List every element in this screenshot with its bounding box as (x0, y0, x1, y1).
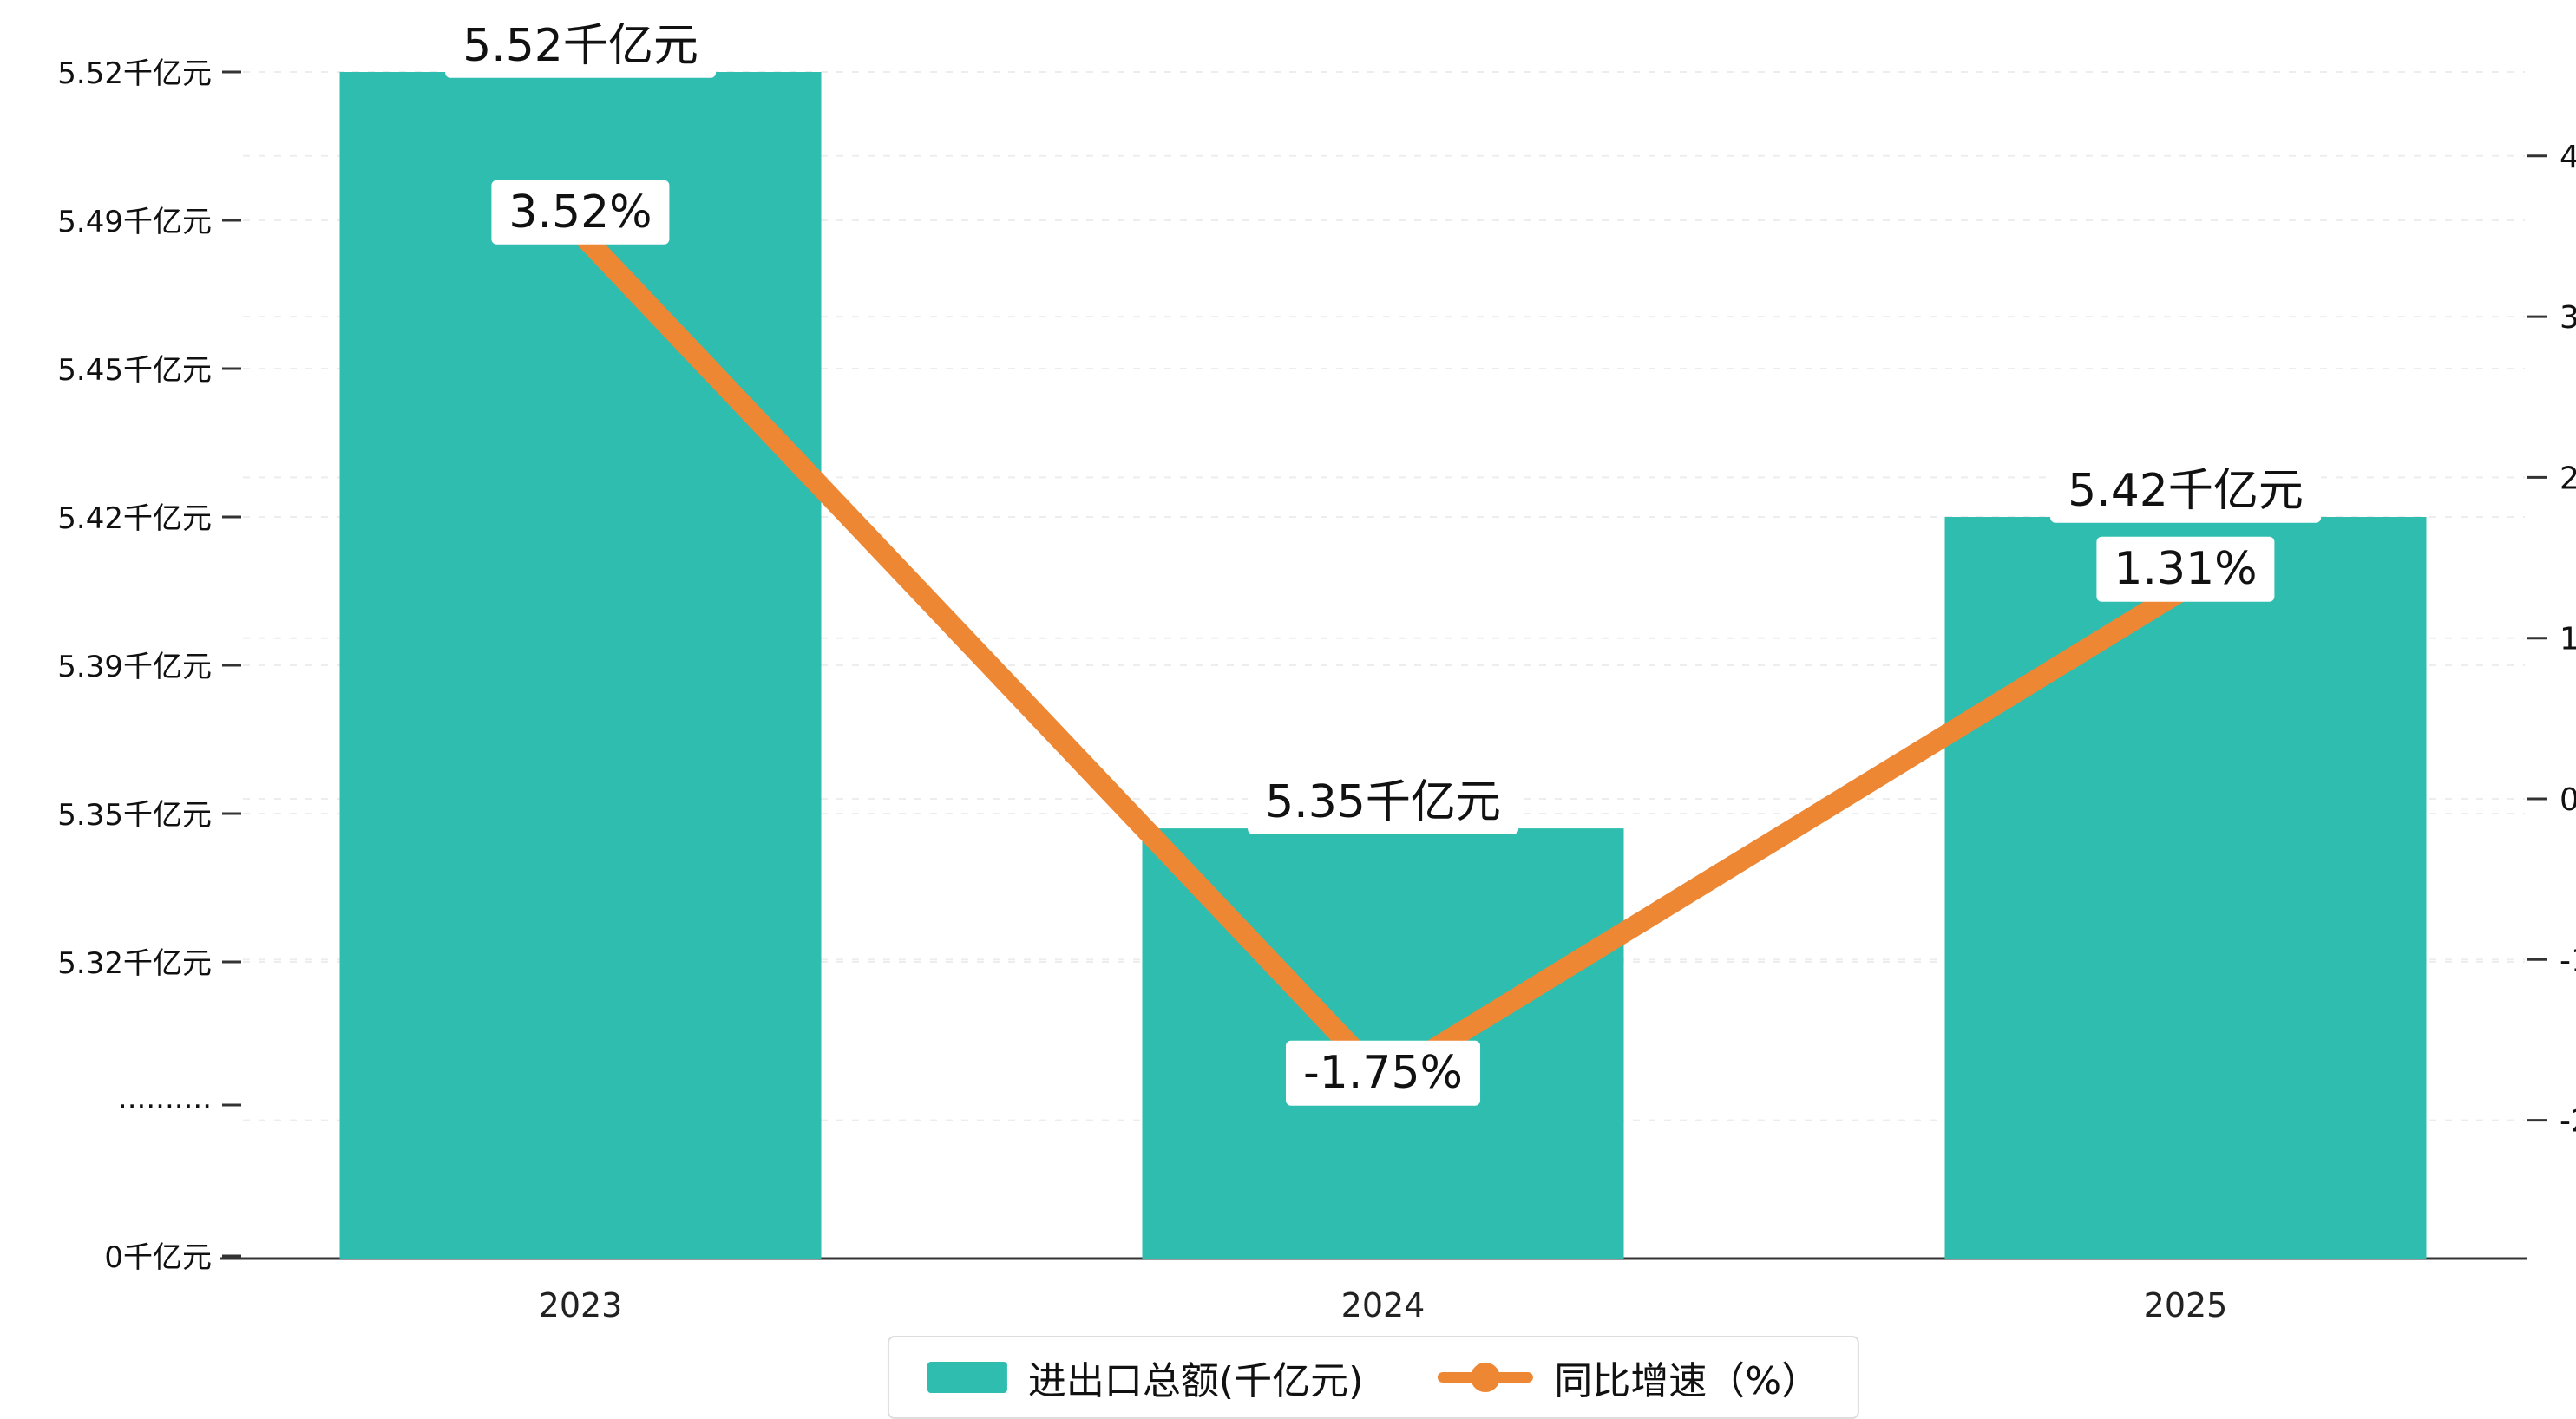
line-series-swatch (1438, 1363, 1534, 1392)
right-axis-tick-label: -2 (2560, 1104, 2576, 1140)
x-axis-label-2025: 2025 (2144, 1286, 2228, 1324)
bar-2023[interactable] (339, 72, 822, 1259)
right-axis-tick-label: 1 (2560, 622, 2576, 657)
left-axis-tick-label: 0千亿元 (104, 1240, 212, 1275)
right-axis-tick-label: 4 (2560, 140, 2576, 175)
legend: 进出口总额(千亿元) 同比增速（%） (887, 1336, 1860, 1419)
right-axis-tick-label: 3 (2560, 300, 2576, 336)
legend-item-bar-series[interactable]: 进出口总额(千亿元) (927, 1350, 1363, 1405)
legend-item-line-series[interactable]: 同比增速（%） (1438, 1350, 1819, 1405)
bar-series-swatch (927, 1362, 1007, 1393)
growth-rate-point-2024[interactable] (1372, 1069, 1394, 1092)
line-series-dot (1471, 1363, 1501, 1392)
right-axis-tick-label: -1 (2560, 943, 2576, 978)
left-axis-tick-label: 5.35千亿元 (57, 798, 212, 833)
legend-label-line-series: 同比增速（%） (1554, 1359, 1820, 1403)
growth-rate-point-2025[interactable] (2174, 577, 2197, 600)
left-axis-tick-label: 5.42千亿元 (57, 501, 212, 536)
left-axis-tick-label: 5.49千亿元 (57, 205, 212, 239)
left-axis-tick-label: 5.45千亿元 (57, 353, 212, 388)
legend-label-bar-series: 进出口总额(千亿元) (1027, 1359, 1364, 1403)
growth-rate-point-2023[interactable] (569, 221, 592, 245)
left-axis-tick-label: 5.52千亿元 (57, 56, 212, 91)
left-axis-tick-label: 5.39千亿元 (57, 650, 212, 684)
left-axis-tick-label: 5.32千亿元 (57, 946, 212, 981)
x-axis-label-2023: 2023 (539, 1286, 623, 1324)
right-axis-tick-label: 0 (2560, 782, 2576, 818)
bar-2025[interactable] (1944, 517, 2427, 1259)
x-axis-label-2024: 2024 (1341, 1286, 1426, 1324)
left-axis-tick-label: ·········· (118, 1089, 212, 1124)
right-axis-tick-label: 2 (2560, 461, 2576, 496)
